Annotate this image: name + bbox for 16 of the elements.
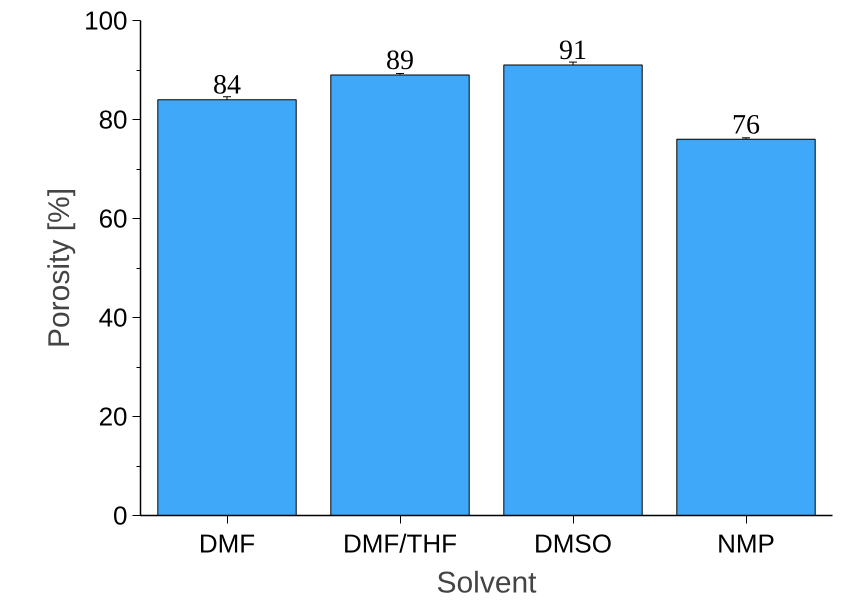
y-tick-label: 100: [84, 6, 128, 36]
y-tick-label: 60: [98, 204, 128, 234]
y-tick-label: 80: [98, 104, 128, 134]
y-axis-title: Porosity [%]: [43, 188, 76, 348]
y-tick-label: 0: [113, 500, 128, 530]
y-tick-label: 40: [98, 302, 128, 332]
x-tick-label: DMSO: [534, 528, 612, 558]
data-label: 89: [386, 44, 414, 76]
x-axis-title: Solvent: [436, 566, 538, 600]
y-tick-label: 20: [98, 402, 128, 432]
data-label: 91: [559, 35, 587, 66]
data-label: 76: [732, 109, 760, 140]
x-tick-label: DMF: [198, 528, 256, 558]
data-label: 84: [213, 70, 241, 101]
x-tick-label: NMP: [717, 528, 775, 558]
x-tick-label: DMF/THF: [342, 528, 458, 558]
